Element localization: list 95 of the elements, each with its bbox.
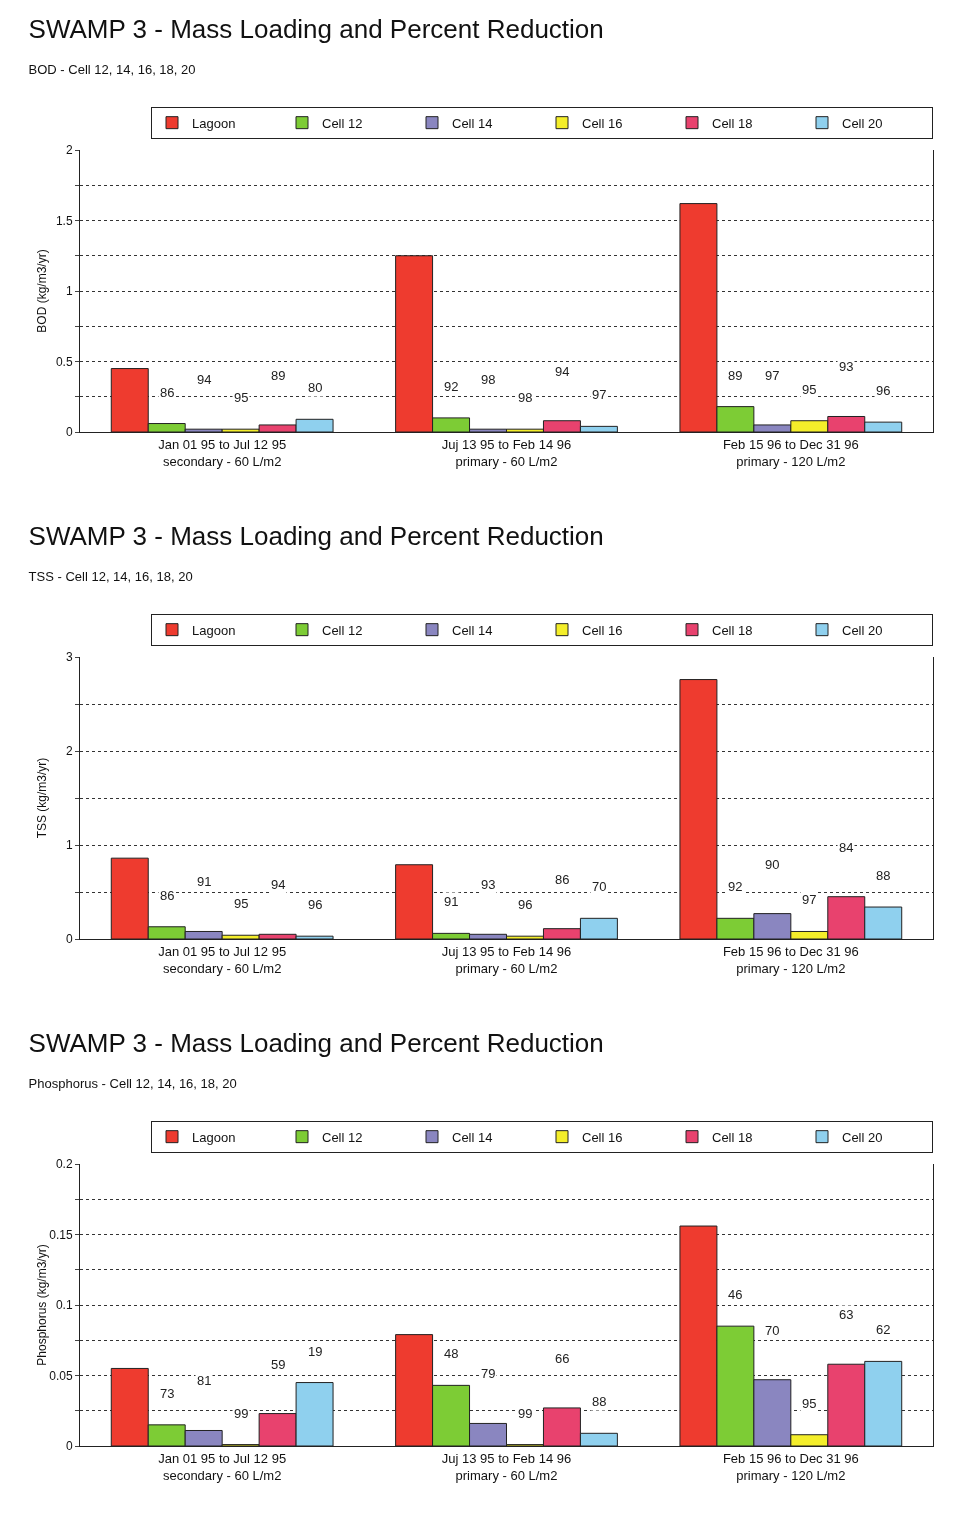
chart-title: SWAMP 3 - Mass Loading and Percent Reduction	[28, 1028, 604, 1059]
legend-label: Cell 12	[322, 622, 363, 638]
annotation: 93	[839, 359, 854, 374]
annotation: 86	[555, 872, 570, 887]
legend-label: Cell 12	[322, 1129, 363, 1145]
legend-label: Cell 18	[712, 1129, 753, 1145]
legend-label: Cell 16	[582, 115, 623, 131]
legend-label: Cell 20	[842, 622, 883, 638]
y-tick-label: 0.05	[49, 1368, 73, 1383]
annotation: 91	[444, 894, 459, 909]
chart-subtitle: BOD - Cell 12, 14, 16, 18, 20	[28, 62, 196, 78]
annotation: 92	[728, 879, 743, 894]
annotation: 79	[481, 1366, 496, 1381]
x-tick-label: Juj 13 95 to Feb 14 96 primary - 60 L/m2	[441, 436, 572, 469]
annotation: 62	[876, 1322, 891, 1337]
y-tick-label: 0	[65, 425, 73, 440]
x-tick-label: Jan 01 95 to Jul 12 95 secondary - 60 L/m2	[158, 1450, 287, 1483]
legend-label: Lagoon	[192, 1129, 236, 1145]
y-axis-title: Phosphorus (kg/m3/yr)	[35, 1244, 49, 1366]
legend-label: Cell 14	[452, 115, 493, 131]
y-tick-label: 0	[65, 932, 73, 947]
annotation: 97	[802, 892, 817, 907]
y-tick-label: 0.15	[49, 1227, 73, 1242]
annotation: 96	[308, 897, 323, 912]
annotation: 86	[160, 888, 175, 903]
y-tick-label: 0.1	[55, 1298, 73, 1313]
y-axis-title: TSS (kg/m3/yr)	[35, 757, 49, 839]
y-tick-label: 2	[65, 143, 73, 158]
annotation: 66	[555, 1351, 570, 1366]
x-tick-label: Juj 13 95 to Feb 14 96 primary - 60 L/m2	[441, 1450, 572, 1483]
annotation: 59	[271, 1357, 286, 1372]
y-tick-label: 0.2	[55, 1157, 73, 1172]
y-tick-label: 2	[65, 744, 73, 759]
legend-label: Cell 18	[712, 115, 753, 131]
y-tick-label: 3	[65, 650, 73, 665]
legend-label: Cell 14	[452, 622, 493, 638]
annotation: 70	[592, 879, 607, 894]
chart-title: SWAMP 3 - Mass Loading and Percent Reduction	[28, 521, 604, 552]
x-tick-label: Feb 15 96 to Dec 31 96 primary - 120 L/m2	[722, 943, 859, 976]
x-tick-label: Feb 15 96 to Dec 31 96 primary - 120 L/m2	[722, 436, 859, 469]
legend-label: Cell 20	[842, 115, 883, 131]
y-tick-label: 1	[65, 838, 73, 853]
y-tick-label: 1	[65, 284, 73, 299]
y-tick-label: 0	[65, 1439, 73, 1454]
annotation: 98	[518, 390, 533, 405]
annotation: 95	[802, 382, 817, 397]
legend-label: Lagoon	[192, 115, 236, 131]
annotation: 99	[234, 1406, 249, 1421]
annotation: 95	[802, 1396, 817, 1411]
annotation: 94	[271, 877, 286, 892]
annotation: 97	[765, 368, 780, 383]
annotation: 91	[197, 874, 212, 889]
annotation: 46	[728, 1287, 743, 1302]
x-tick-label: Jan 01 95 to Jul 12 95 secondary - 60 L/m2	[158, 943, 287, 976]
chart-subtitle: TSS - Cell 12, 14, 16, 18, 20	[28, 569, 193, 585]
legend-label: Cell 16	[582, 622, 623, 638]
annotation: 73	[160, 1386, 175, 1401]
annotation: 81	[197, 1373, 212, 1388]
annotation: 89	[728, 368, 743, 383]
annotation: 88	[592, 1394, 607, 1409]
chart-title: SWAMP 3 - Mass Loading and Percent Reduction	[28, 14, 604, 45]
y-tick-label: 0.5	[55, 354, 73, 369]
annotation: 94	[197, 372, 212, 387]
x-tick-label: Feb 15 96 to Dec 31 96 primary - 120 L/m2	[722, 1450, 859, 1483]
legend-label: Lagoon	[192, 622, 236, 638]
annotation: 95	[234, 390, 249, 405]
annotation: 63	[839, 1307, 854, 1322]
annotation: 98	[481, 372, 496, 387]
legend-label: Cell 12	[322, 115, 363, 131]
annotation: 93	[481, 877, 496, 892]
chart-subtitle: Phosphorus - Cell 12, 14, 16, 18, 20	[28, 1076, 237, 1092]
annotation: 80	[308, 380, 323, 395]
x-tick-label: Jan 01 95 to Jul 12 95 secondary - 60 L/m2	[158, 436, 287, 469]
annotation: 70	[765, 1323, 780, 1338]
annotation: 99	[518, 1406, 533, 1421]
legend-label: Cell 20	[842, 1129, 883, 1145]
annotation: 48	[444, 1346, 459, 1361]
annotation: 88	[876, 868, 891, 883]
annotation: 96	[518, 897, 533, 912]
annotation: 90	[765, 857, 780, 872]
annotation: 94	[555, 364, 570, 379]
annotation: 96	[876, 383, 891, 398]
annotation: 86	[160, 385, 175, 400]
annotation: 89	[271, 368, 286, 383]
annotation: 95	[234, 896, 249, 911]
annotation: 19	[308, 1344, 323, 1359]
x-tick-label: Juj 13 95 to Feb 14 96 primary - 60 L/m2	[441, 943, 572, 976]
legend-label: Cell 16	[582, 1129, 623, 1145]
y-axis-title: BOD (kg/m3/yr)	[35, 249, 49, 333]
legend-label: Cell 18	[712, 622, 753, 638]
annotation: 97	[592, 387, 607, 402]
annotation: 84	[839, 840, 854, 855]
annotation: 92	[444, 379, 459, 394]
legend-label: Cell 14	[452, 1129, 493, 1145]
y-tick-label: 1.5	[55, 213, 73, 228]
